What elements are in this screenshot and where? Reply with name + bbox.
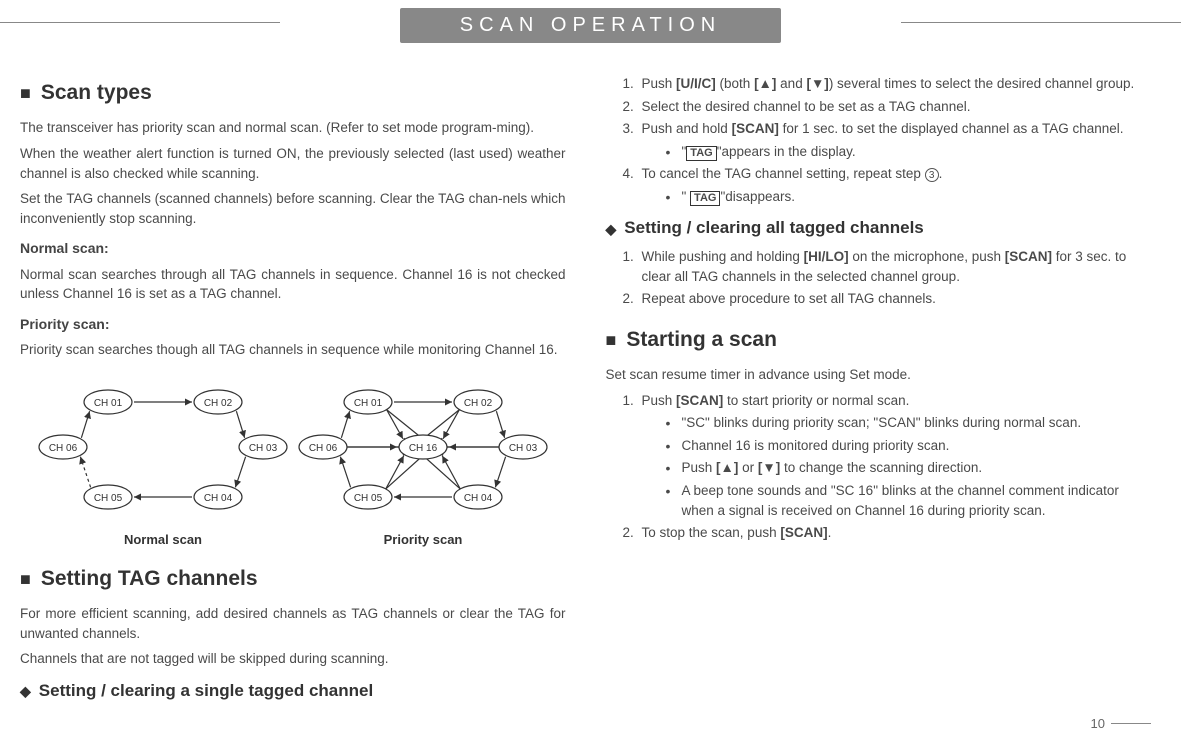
svg-text:CH 01: CH 01 xyxy=(94,398,123,409)
starting-scan-heading: ■ Starting a scan xyxy=(606,325,1152,355)
svg-text:CH 06: CH 06 xyxy=(49,443,78,454)
svg-text:CH 05: CH 05 xyxy=(354,493,383,504)
diamond-bullet-icon: ◆ xyxy=(606,219,617,239)
content: ■ Scan types The transceiver has priorit… xyxy=(0,50,1181,709)
setting-tag-p1: For more efficient scanning, add desired… xyxy=(20,604,566,643)
step-4-note: " TAG"disappears. xyxy=(666,187,1152,207)
start-step-1: Push [SCAN] to start priority or normal … xyxy=(638,391,1152,520)
page-number-value: 10 xyxy=(1091,716,1105,731)
priority-scan-label: Priority scan xyxy=(383,532,462,547)
svg-text:CH 05: CH 05 xyxy=(94,493,123,504)
all-tagged-heading: ◆ Setting / clearing all tagged channels xyxy=(606,216,1152,241)
start-note-4: A beep tone sounds and "SC 16" blinks at… xyxy=(666,481,1152,520)
svg-text:CH 16: CH 16 xyxy=(409,443,438,454)
scan-types-p1: The transceiver has priority scan and no… xyxy=(20,118,566,138)
svg-text:CH 03: CH 03 xyxy=(509,443,538,454)
svg-text:CH 03: CH 03 xyxy=(249,443,278,454)
svg-text:CH 04: CH 04 xyxy=(204,493,233,504)
step-3-notes: "TAG"appears in the display. xyxy=(642,142,1152,162)
starting-intro: Set scan resume timer in advance using S… xyxy=(606,365,1152,385)
step-1: Push [U/I/C] (both [▲] and [▼]) several … xyxy=(638,74,1152,94)
header-line-left xyxy=(0,22,280,23)
all-step-2: Repeat above procedure to set all TAG ch… xyxy=(638,289,1152,309)
header-line-right xyxy=(901,22,1181,23)
right-column: Push [U/I/C] (both [▲] and [▼]) several … xyxy=(606,70,1152,709)
single-tagged-title: Setting / clearing a single tagged chann… xyxy=(39,679,373,704)
setting-tag-title: Setting TAG channels xyxy=(41,564,258,594)
svg-text:CH 04: CH 04 xyxy=(464,493,493,504)
start-note-1: "SC" blinks during priority scan; "SCAN"… xyxy=(666,413,1152,433)
step-4-notes: " TAG"disappears. xyxy=(642,187,1152,207)
page-line-icon xyxy=(1111,723,1151,724)
start-note-2: Channel 16 is monitored during priority … xyxy=(666,436,1152,456)
all-tagged-title: Setting / clearing all tagged channels xyxy=(624,216,923,241)
scan-types-p3: Set the TAG channels (scanned channels) … xyxy=(20,189,566,228)
start-note-3: Push [▲] or [▼] to change the scanning d… xyxy=(666,458,1152,478)
single-tagged-heading: ◆ Setting / clearing a single tagged cha… xyxy=(20,679,566,704)
svg-text:CH 01: CH 01 xyxy=(354,398,383,409)
square-bullet-icon: ■ xyxy=(606,327,617,353)
step-4: To cancel the TAG channel setting, repea… xyxy=(638,164,1152,206)
page-number: 10 xyxy=(1091,716,1151,731)
all-step-1: While pushing and holding [HI/LO] on the… xyxy=(638,247,1152,286)
step-3-note: "TAG"appears in the display. xyxy=(666,142,1152,162)
square-bullet-icon: ■ xyxy=(20,566,31,592)
scan-types-heading: ■ Scan types xyxy=(20,78,566,108)
scan-types-title: Scan types xyxy=(41,78,152,108)
step-2: Select the desired channel to be set as … xyxy=(638,97,1152,117)
diamond-bullet-icon: ◆ xyxy=(20,681,31,701)
svg-text:CH 02: CH 02 xyxy=(464,398,493,409)
circled-3-icon: 3 xyxy=(925,168,939,182)
starting-steps: Push [SCAN] to start priority or normal … xyxy=(606,391,1152,543)
step-3: Push and hold [SCAN] for 1 sec. to set t… xyxy=(638,119,1152,161)
setting-tag-p2: Channels that are not tagged will be ski… xyxy=(20,649,566,669)
normal-scan-label: Normal scan xyxy=(124,532,202,547)
tag-icon: TAG xyxy=(686,146,716,161)
normal-scan-p: Normal scan searches through all TAG cha… xyxy=(20,265,566,304)
square-bullet-icon: ■ xyxy=(20,80,31,106)
starting-scan-title: Starting a scan xyxy=(626,325,777,355)
normal-scan-heading: Normal scan: xyxy=(20,238,566,258)
svg-text:CH 02: CH 02 xyxy=(204,398,233,409)
priority-scan-p: Priority scan searches though all TAG ch… xyxy=(20,340,566,360)
priority-scan-heading: Priority scan: xyxy=(20,314,566,334)
page-title: SCAN OPERATION xyxy=(400,8,781,43)
header: SCAN OPERATION xyxy=(0,0,1181,50)
left-column: ■ Scan types The transceiver has priorit… xyxy=(20,70,566,709)
scan-types-p2: When the weather alert function is turne… xyxy=(20,144,566,183)
tag-icon: TAG xyxy=(690,191,720,206)
setting-tag-heading: ■ Setting TAG channels xyxy=(20,564,566,594)
all-tag-steps: While pushing and holding [HI/LO] on the… xyxy=(606,247,1152,309)
start-step-2: To stop the scan, push [SCAN]. xyxy=(638,523,1152,543)
scan-diagram: CH 01 CH 02 CH 03 CH 04 CH 05 CH 06 Normal sc… xyxy=(20,372,566,552)
svg-text:CH 06: CH 06 xyxy=(309,443,338,454)
single-tag-steps: Push [U/I/C] (both [▲] and [▼]) several … xyxy=(606,74,1152,206)
start-step-1-notes: "SC" blinks during priority scan; "SCAN"… xyxy=(642,413,1152,520)
scan-diagram-svg: CH 01 CH 02 CH 03 CH 04 CH 05 CH 06 Normal sc… xyxy=(33,372,553,552)
